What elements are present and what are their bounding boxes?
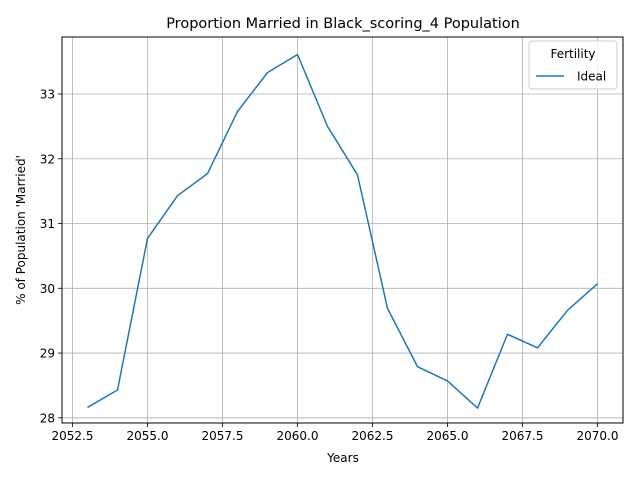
x-tick-label: 2060.0 [277,429,319,443]
x-tick-label: 2057.5 [202,429,244,443]
x-tick-label: 2055.0 [127,429,169,443]
x-tick-label: 2052.5 [52,429,94,443]
x-tick-label: 2070.0 [577,429,619,443]
x-tick-label: 2065.0 [427,429,469,443]
y-tick-label: 33 [40,87,55,101]
y-tick-label: 28 [40,411,55,425]
legend-box [528,40,618,90]
y-tick-label: 30 [40,282,55,296]
series-line-ideal [87,53,598,409]
x-axis: 2052.5 2055.0 2057.5 2060.0 2062.5 2065.0 2067… [52,423,619,443]
x-tick-label: 2062.5 [352,429,394,443]
x-axis-label: Years [326,451,359,465]
y-tick-label: 29 [40,347,55,361]
legend-title: Fertility [550,47,595,61]
chart-title: Proportion Married in Black_scoring_4 Po… [166,16,520,32]
y-axis-label: % of Population 'Married' [14,155,28,305]
y-tick-label: 32 [40,152,55,166]
legend-label-ideal: Ideal [577,70,606,84]
legend: Fertility Ideal [528,40,618,90]
series-layer [87,53,598,409]
plot-area-frame [61,36,624,424]
x-tick-label: 2067.5 [502,429,544,443]
y-axis: 28 29 30 31 32 33 [40,87,62,425]
grid [62,37,623,423]
y-tick-label: 31 [40,217,55,231]
